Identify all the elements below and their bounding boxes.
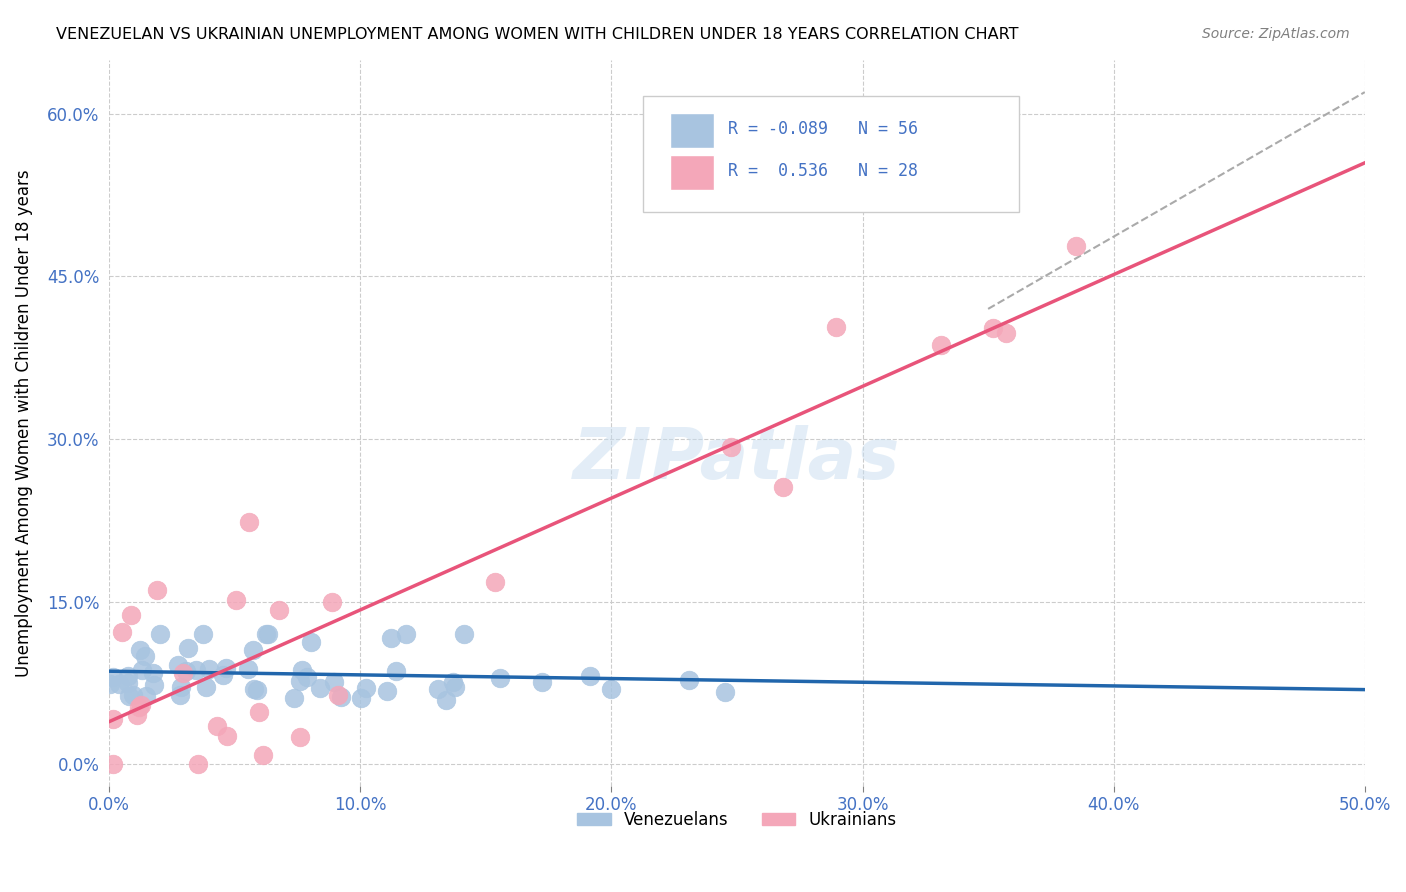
Point xyxy=(309,681,332,695)
Point xyxy=(981,321,1004,335)
Point xyxy=(323,675,346,690)
Point xyxy=(299,635,322,649)
Point xyxy=(444,680,467,694)
Point xyxy=(434,692,457,706)
Point xyxy=(1064,239,1087,253)
Point xyxy=(225,592,247,607)
Point xyxy=(107,676,129,690)
Bar xyxy=(671,113,714,148)
Point xyxy=(167,657,190,672)
Point xyxy=(120,607,142,622)
Point xyxy=(321,595,343,609)
Point xyxy=(720,441,742,455)
Point xyxy=(134,649,156,664)
Point xyxy=(380,631,402,645)
Text: VENEZUELAN VS UKRAINIAN UNEMPLOYMENT AMONG WOMEN WITH CHILDREN UNDER 18 YEARS CO: VENEZUELAN VS UKRAINIAN UNEMPLOYMENT AMO… xyxy=(56,27,1019,42)
Point xyxy=(600,681,623,696)
Point xyxy=(350,691,373,706)
Point xyxy=(247,706,270,720)
Point xyxy=(295,670,318,684)
Point xyxy=(488,671,510,685)
Point xyxy=(375,683,398,698)
Point xyxy=(176,664,198,678)
Point xyxy=(170,680,193,694)
Point xyxy=(385,665,408,679)
Point xyxy=(714,685,737,699)
Point xyxy=(101,713,124,727)
Point xyxy=(177,641,200,656)
Bar xyxy=(671,155,714,190)
Point xyxy=(195,680,218,694)
Point xyxy=(142,665,165,680)
Point xyxy=(291,663,314,677)
Point xyxy=(191,627,214,641)
Y-axis label: Unemployment Among Women with Children Under 18 years: Unemployment Among Women with Children U… xyxy=(15,169,32,676)
Point xyxy=(394,627,416,641)
Point xyxy=(215,661,238,675)
Point xyxy=(441,675,464,690)
Point xyxy=(198,663,221,677)
Point xyxy=(288,730,311,744)
Point xyxy=(122,688,145,702)
Point xyxy=(169,689,191,703)
Point xyxy=(101,757,124,772)
Point xyxy=(772,480,794,494)
Point xyxy=(328,688,350,702)
Point xyxy=(238,515,260,529)
Point xyxy=(246,682,269,697)
Point xyxy=(212,668,235,682)
Point xyxy=(117,675,139,690)
Point xyxy=(678,673,700,688)
Point xyxy=(205,718,228,732)
Point xyxy=(135,689,157,703)
Point xyxy=(103,670,125,684)
Point xyxy=(354,681,377,695)
Point xyxy=(242,643,264,657)
Point xyxy=(995,326,1018,340)
Point xyxy=(131,664,153,678)
Text: ZIPatlas: ZIPatlas xyxy=(574,425,901,493)
Point xyxy=(242,681,264,696)
Point xyxy=(129,643,152,657)
Point xyxy=(530,674,553,689)
Text: R = -0.089   N = 56: R = -0.089 N = 56 xyxy=(728,120,918,138)
Point xyxy=(110,625,132,640)
Point xyxy=(579,669,602,683)
Text: R =  0.536   N = 28: R = 0.536 N = 28 xyxy=(728,162,918,180)
Point xyxy=(484,575,506,590)
Point xyxy=(217,729,239,743)
Point xyxy=(426,681,449,696)
Point xyxy=(172,666,194,681)
Point xyxy=(142,678,165,692)
Point xyxy=(187,757,209,772)
Point xyxy=(929,338,952,352)
Point xyxy=(453,627,475,641)
Legend: Venezuelans, Ukrainians: Venezuelans, Ukrainians xyxy=(571,805,903,836)
Point xyxy=(824,320,846,334)
Text: Source: ZipAtlas.com: Source: ZipAtlas.com xyxy=(1202,27,1350,41)
FancyBboxPatch shape xyxy=(643,96,1019,212)
Point xyxy=(267,602,290,616)
Point xyxy=(330,690,353,704)
Point xyxy=(98,677,121,691)
Point xyxy=(254,627,277,641)
Point xyxy=(288,673,311,688)
Point xyxy=(129,698,152,712)
Point xyxy=(117,669,139,683)
Point xyxy=(252,748,274,763)
Point xyxy=(149,627,172,641)
Point xyxy=(257,627,280,641)
Point xyxy=(146,583,169,598)
Point xyxy=(118,689,141,703)
Point xyxy=(128,699,150,714)
Point xyxy=(236,662,259,676)
Point xyxy=(125,708,148,723)
Point xyxy=(283,691,305,706)
Point xyxy=(186,663,208,677)
